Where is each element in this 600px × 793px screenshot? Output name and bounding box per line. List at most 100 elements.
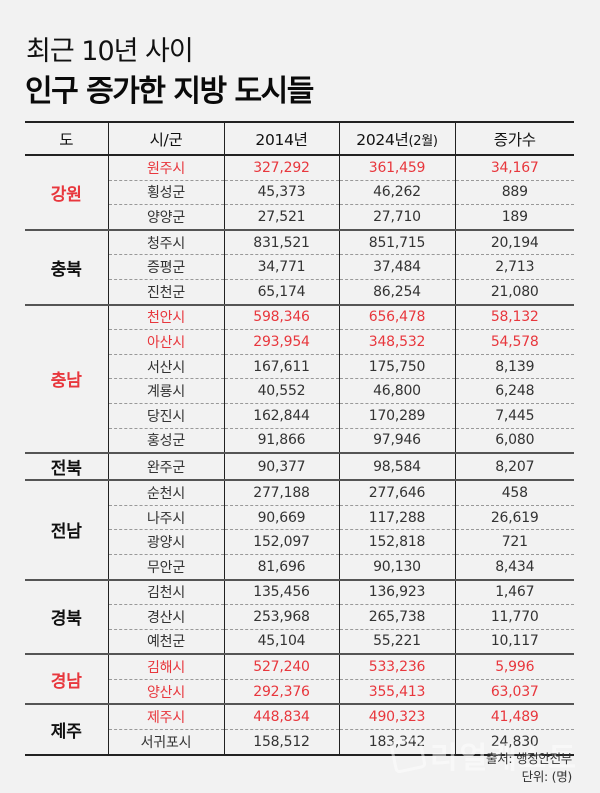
province-cell: 제주 — [25, 704, 108, 756]
city-cell: 횡성군 — [107, 180, 224, 206]
increase-cell: 1,467 — [454, 579, 574, 606]
city-cell: 광양시 — [107, 529, 224, 555]
province-cell: 전북 — [25, 453, 108, 482]
pop-2014-cell: 135,456 — [223, 579, 339, 606]
pop-2024-cell: 152,818 — [338, 529, 455, 555]
increase-cell: 11,770 — [454, 604, 574, 630]
table-row: 서산시 167,611 175,750 8,139 — [25, 354, 574, 380]
increase-cell: 8,434 — [454, 554, 574, 581]
increase-cell: 20,194 — [454, 229, 574, 256]
pop-2014-cell: 162,844 — [223, 403, 339, 429]
city-cell: 순천시 — [107, 480, 224, 506]
header-2024: 2024년(2월) — [338, 121, 455, 156]
pop-2024-cell: 46,262 — [338, 180, 455, 206]
table-row: 경남 김해시 527,240 533,236 5,996 — [25, 654, 574, 706]
table-row: 횡성군 45,373 46,262 889 — [25, 180, 574, 206]
pop-2014-cell: 45,373 — [223, 180, 339, 206]
pop-2014-cell: 448,834 — [223, 704, 339, 731]
table-row: 증평군 34,771 37,484 2,713 — [25, 254, 574, 280]
header-province: 도 — [25, 121, 108, 156]
pop-2014-cell: 327,292 — [223, 155, 339, 181]
pop-2024-cell: 361,459 — [338, 155, 455, 181]
city-cell: 양산시 — [107, 679, 224, 706]
city-cell: 김천시 — [107, 579, 224, 606]
header-city: 시/군 — [107, 121, 224, 156]
pop-2024-cell: 90,130 — [338, 554, 455, 581]
increase-cell: 24,830 — [454, 729, 574, 756]
increase-cell: 21,080 — [454, 279, 574, 306]
page-title: 인구 증가한 지방 도시들 — [25, 74, 314, 109]
table-row: 서귀포시 158,512 183,342 24,830 — [25, 729, 574, 756]
province-cell: 충북 — [25, 229, 108, 306]
pop-2024-cell: 98,584 — [338, 453, 455, 482]
city-cell: 제주시 — [107, 704, 224, 731]
city-cell: 천안시 — [107, 304, 224, 331]
table-row: 전북 완주군 90,377 98,584 8,207 — [25, 453, 574, 482]
city-cell: 김해시 — [107, 654, 224, 680]
table-header-row: 도 시/군 2014년 2024년(2월) 증가수 — [25, 121, 574, 156]
province-cell: 경북 — [25, 579, 108, 656]
source-note: 출처: 행정안전부 — [486, 751, 572, 766]
increase-cell: 6,080 — [454, 428, 574, 455]
increase-cell: 41,489 — [454, 704, 574, 731]
province-cell: 전남 — [25, 480, 108, 581]
pop-2014-cell: 527,240 — [223, 654, 339, 680]
pop-2024-cell: 348,532 — [338, 329, 455, 355]
city-cell: 예천군 — [107, 629, 224, 656]
increase-cell: 721 — [454, 529, 574, 555]
table-row: 무안군 81,696 90,130 8,434 — [25, 554, 574, 581]
city-cell: 완주군 — [107, 453, 224, 482]
pop-2014-cell: 293,954 — [223, 329, 339, 355]
table-row: 충북 청주시 831,521 851,715 20,194 — [25, 229, 574, 306]
table-row: 경북 김천시 135,456 136,923 1,467 — [25, 579, 574, 656]
increase-cell: 26,619 — [454, 505, 574, 531]
increase-cell: 6,248 — [454, 378, 574, 404]
pop-2014-cell: 90,669 — [223, 505, 339, 531]
pop-2014-cell: 91,866 — [223, 428, 339, 455]
table-row: 나주시 90,669 117,288 26,619 — [25, 505, 574, 531]
pop-2024-cell: 97,946 — [338, 428, 455, 455]
table-row: 전남 순천시 277,188 277,646 458 — [25, 480, 574, 581]
province-cell: 강원 — [25, 155, 108, 231]
header-2014: 2014년 — [223, 121, 339, 156]
table-row: 강원 원주시 327,292 361,459 34,167 — [25, 155, 574, 231]
city-cell: 아산시 — [107, 329, 224, 355]
table-row: 제주 제주시 448,834 490,323 41,489 — [25, 704, 574, 756]
title-line-1: 최근 10년 사이 — [26, 36, 194, 67]
city-cell: 서산시 — [107, 354, 224, 380]
table-row: 계룡시 40,552 46,800 6,248 — [25, 378, 574, 404]
pop-2024-cell: 355,413 — [338, 679, 455, 706]
city-cell: 경산시 — [107, 604, 224, 630]
city-cell: 진천군 — [107, 279, 224, 306]
table-body: 강원 원주시 327,292 361,459 34,167 횡성군 45,373 46,262… — [25, 155, 574, 756]
pop-2024-cell: 170,289 — [338, 403, 455, 429]
header-2024-sub: (2월) — [408, 133, 438, 149]
table-row: 진천군 65,174 86,254 21,080 — [25, 279, 574, 306]
pop-2024-cell: 27,710 — [338, 204, 455, 231]
pop-2014-cell: 27,521 — [223, 204, 339, 231]
increase-cell: 7,445 — [454, 403, 574, 429]
city-cell: 원주시 — [107, 155, 224, 181]
header-2024-label: 2024년 — [356, 130, 409, 149]
pop-2024-cell: 136,923 — [338, 579, 455, 606]
pop-2014-cell: 158,512 — [223, 729, 339, 756]
pop-2014-cell: 65,174 — [223, 279, 339, 306]
city-cell: 홍성군 — [107, 428, 224, 455]
pop-2024-cell: 86,254 — [338, 279, 455, 306]
city-cell: 무안군 — [107, 554, 224, 581]
increase-cell: 54,578 — [454, 329, 574, 355]
pop-2014-cell: 90,377 — [223, 453, 339, 482]
increase-cell: 34,167 — [454, 155, 574, 181]
pop-2024-cell: 490,323 — [338, 704, 455, 731]
city-cell: 양양군 — [107, 204, 224, 231]
city-cell: 청주시 — [107, 229, 224, 256]
table-row: 당진시 162,844 170,289 7,445 — [25, 403, 574, 429]
pop-2024-cell: 46,800 — [338, 378, 455, 404]
increase-cell: 63,037 — [454, 679, 574, 706]
pop-2024-cell: 656,478 — [338, 304, 455, 331]
pop-2014-cell: 81,696 — [223, 554, 339, 581]
pop-2014-cell: 40,552 — [223, 378, 339, 404]
increase-cell: 8,207 — [454, 453, 574, 482]
province-cell: 충남 — [25, 304, 108, 455]
pop-2024-cell: 183,342 — [338, 729, 455, 756]
